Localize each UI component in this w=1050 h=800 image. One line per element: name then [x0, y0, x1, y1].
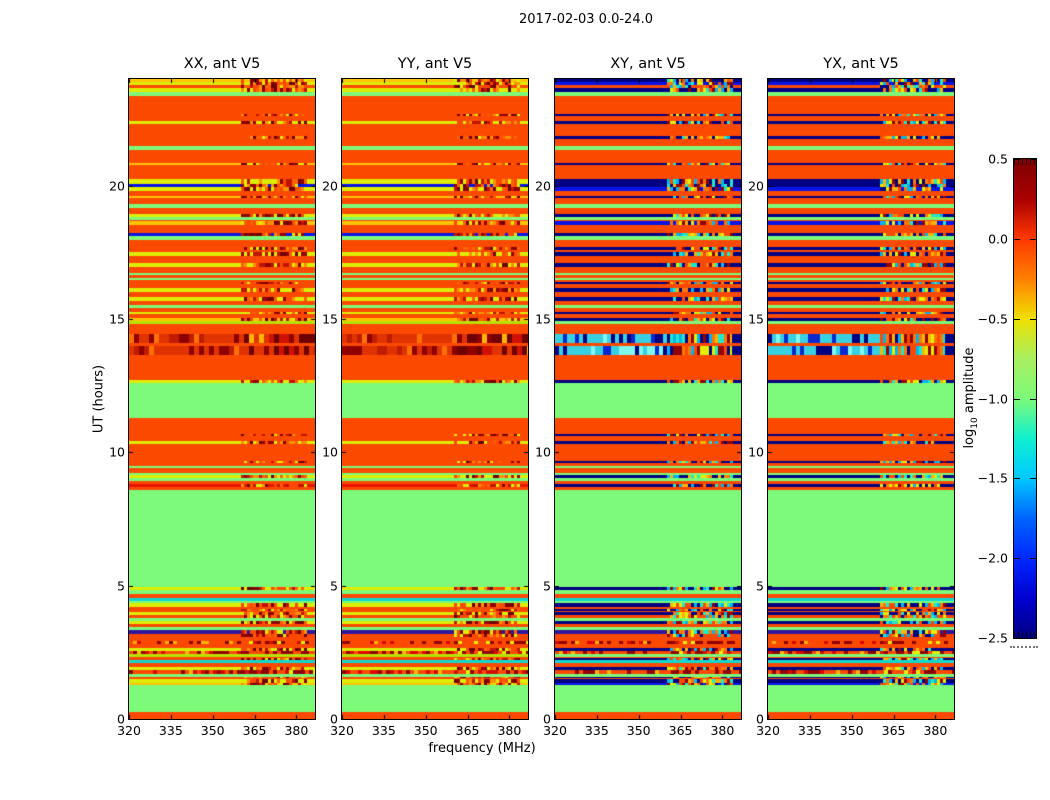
y-tick-label: 20	[535, 178, 551, 194]
colorbar-hatch-bottom	[1014, 632, 1036, 638]
colorbar-tick-label: 0.5	[988, 151, 1008, 167]
x-tick-label: 365	[455, 723, 480, 738]
colorbar-tick-mark	[1030, 159, 1036, 160]
y-tick-label: 0	[543, 711, 551, 727]
x-tick-label: 380	[284, 723, 309, 738]
x-tick-label: 350	[200, 723, 225, 738]
panel-title-xy: XY, ant V5	[610, 56, 686, 72]
x-tick-label: 335	[797, 723, 822, 738]
x-tick-label: 320	[117, 723, 141, 738]
colorbar-tick-label: −1.5	[977, 470, 1008, 486]
y-tick-label: 5	[330, 578, 338, 594]
colorbar-tick-mark	[1014, 238, 1020, 240]
colorbar-tick-label: −0.5	[977, 311, 1008, 327]
colorbar-label-pre: log	[962, 428, 978, 449]
y-tick-label: 5	[756, 578, 764, 594]
y-tick-label: 5	[117, 578, 125, 594]
colorbar	[1014, 159, 1036, 638]
y-tick-label: 10	[109, 444, 125, 460]
x-tick-label: 335	[371, 723, 396, 738]
colorbar-tick-mark	[1014, 159, 1020, 160]
y-tick-label: 0	[330, 711, 338, 727]
x-tick-label: 365	[881, 723, 906, 738]
y-tick-label: 5	[543, 578, 551, 594]
x-tick-label: 380	[923, 723, 948, 738]
x-tick-label: 365	[242, 723, 267, 738]
x-tick-label: 350	[839, 723, 864, 738]
colorbar-hatch-top	[1014, 159, 1036, 165]
y-tick-label: 15	[748, 311, 764, 327]
colorbar-tick-mark	[1014, 478, 1020, 480]
y-axis-label: UT (hours)	[91, 364, 107, 434]
colorbar-tick-label: −2.5	[977, 630, 1008, 646]
y-tick-label: 20	[109, 178, 125, 194]
colorbar-tick-label: −2.0	[977, 550, 1008, 566]
colorbar-tick-mark	[1030, 558, 1036, 560]
y-tick-label: 20	[322, 178, 338, 194]
y-tick-label: 10	[748, 444, 764, 460]
x-tick-label: 350	[413, 723, 438, 738]
heatmap-xx	[129, 79, 315, 719]
heatmap-yy	[342, 79, 528, 719]
panel-title-xx: XX, ant V5	[183, 56, 261, 72]
y-tick-label: 0	[117, 711, 125, 727]
colorbar-tick-mark	[1030, 238, 1036, 240]
y-tick-label: 10	[322, 444, 338, 460]
figure-title: 2017-02-03 0.0-24.0	[519, 12, 653, 27]
heatmap-xy	[555, 79, 741, 719]
x-axis-label: frequency (MHz)	[428, 741, 536, 756]
y-tick-label: 15	[322, 311, 338, 327]
x-tick-label: 320	[756, 723, 780, 738]
panel-title-yy: YY, ant V5	[397, 56, 473, 72]
x-tick-label: 365	[668, 723, 693, 738]
x-tick-label: 350	[626, 723, 651, 738]
colorbar-tick-mark	[1014, 558, 1020, 560]
y-tick-label: 15	[535, 311, 551, 327]
x-tick-label: 320	[543, 723, 567, 738]
colorbar-tick-label: 0.0	[988, 231, 1008, 247]
colorbar-tick-mark	[1014, 638, 1020, 639]
y-tick-label: 10	[535, 444, 551, 460]
y-tick-label: 15	[109, 311, 125, 327]
panel-title-yx: YX, ant V5	[823, 56, 899, 72]
x-tick-label: 335	[584, 723, 609, 738]
colorbar-tick-mark	[1030, 318, 1036, 320]
colorbar-extend-dots	[1010, 646, 1038, 648]
colorbar-label-sub: 10	[969, 417, 980, 429]
colorbar-label-post: amplitude	[962, 347, 978, 418]
colorbar-tick-mark	[1030, 478, 1036, 480]
heatmap-yx	[768, 79, 954, 719]
x-tick-label: 320	[330, 723, 354, 738]
colorbar-tick-mark	[1014, 398, 1020, 400]
y-tick-label: 20	[748, 178, 764, 194]
colorbar-tick-mark	[1030, 638, 1036, 639]
y-tick-label: 0	[756, 711, 764, 727]
x-tick-label: 380	[710, 723, 735, 738]
colorbar-tick-label: −1.0	[977, 391, 1008, 406]
x-tick-label: 380	[497, 723, 522, 738]
colorbar-tick-mark	[1014, 318, 1020, 320]
x-tick-label: 335	[158, 723, 183, 738]
colorbar-tick-mark	[1030, 398, 1036, 400]
